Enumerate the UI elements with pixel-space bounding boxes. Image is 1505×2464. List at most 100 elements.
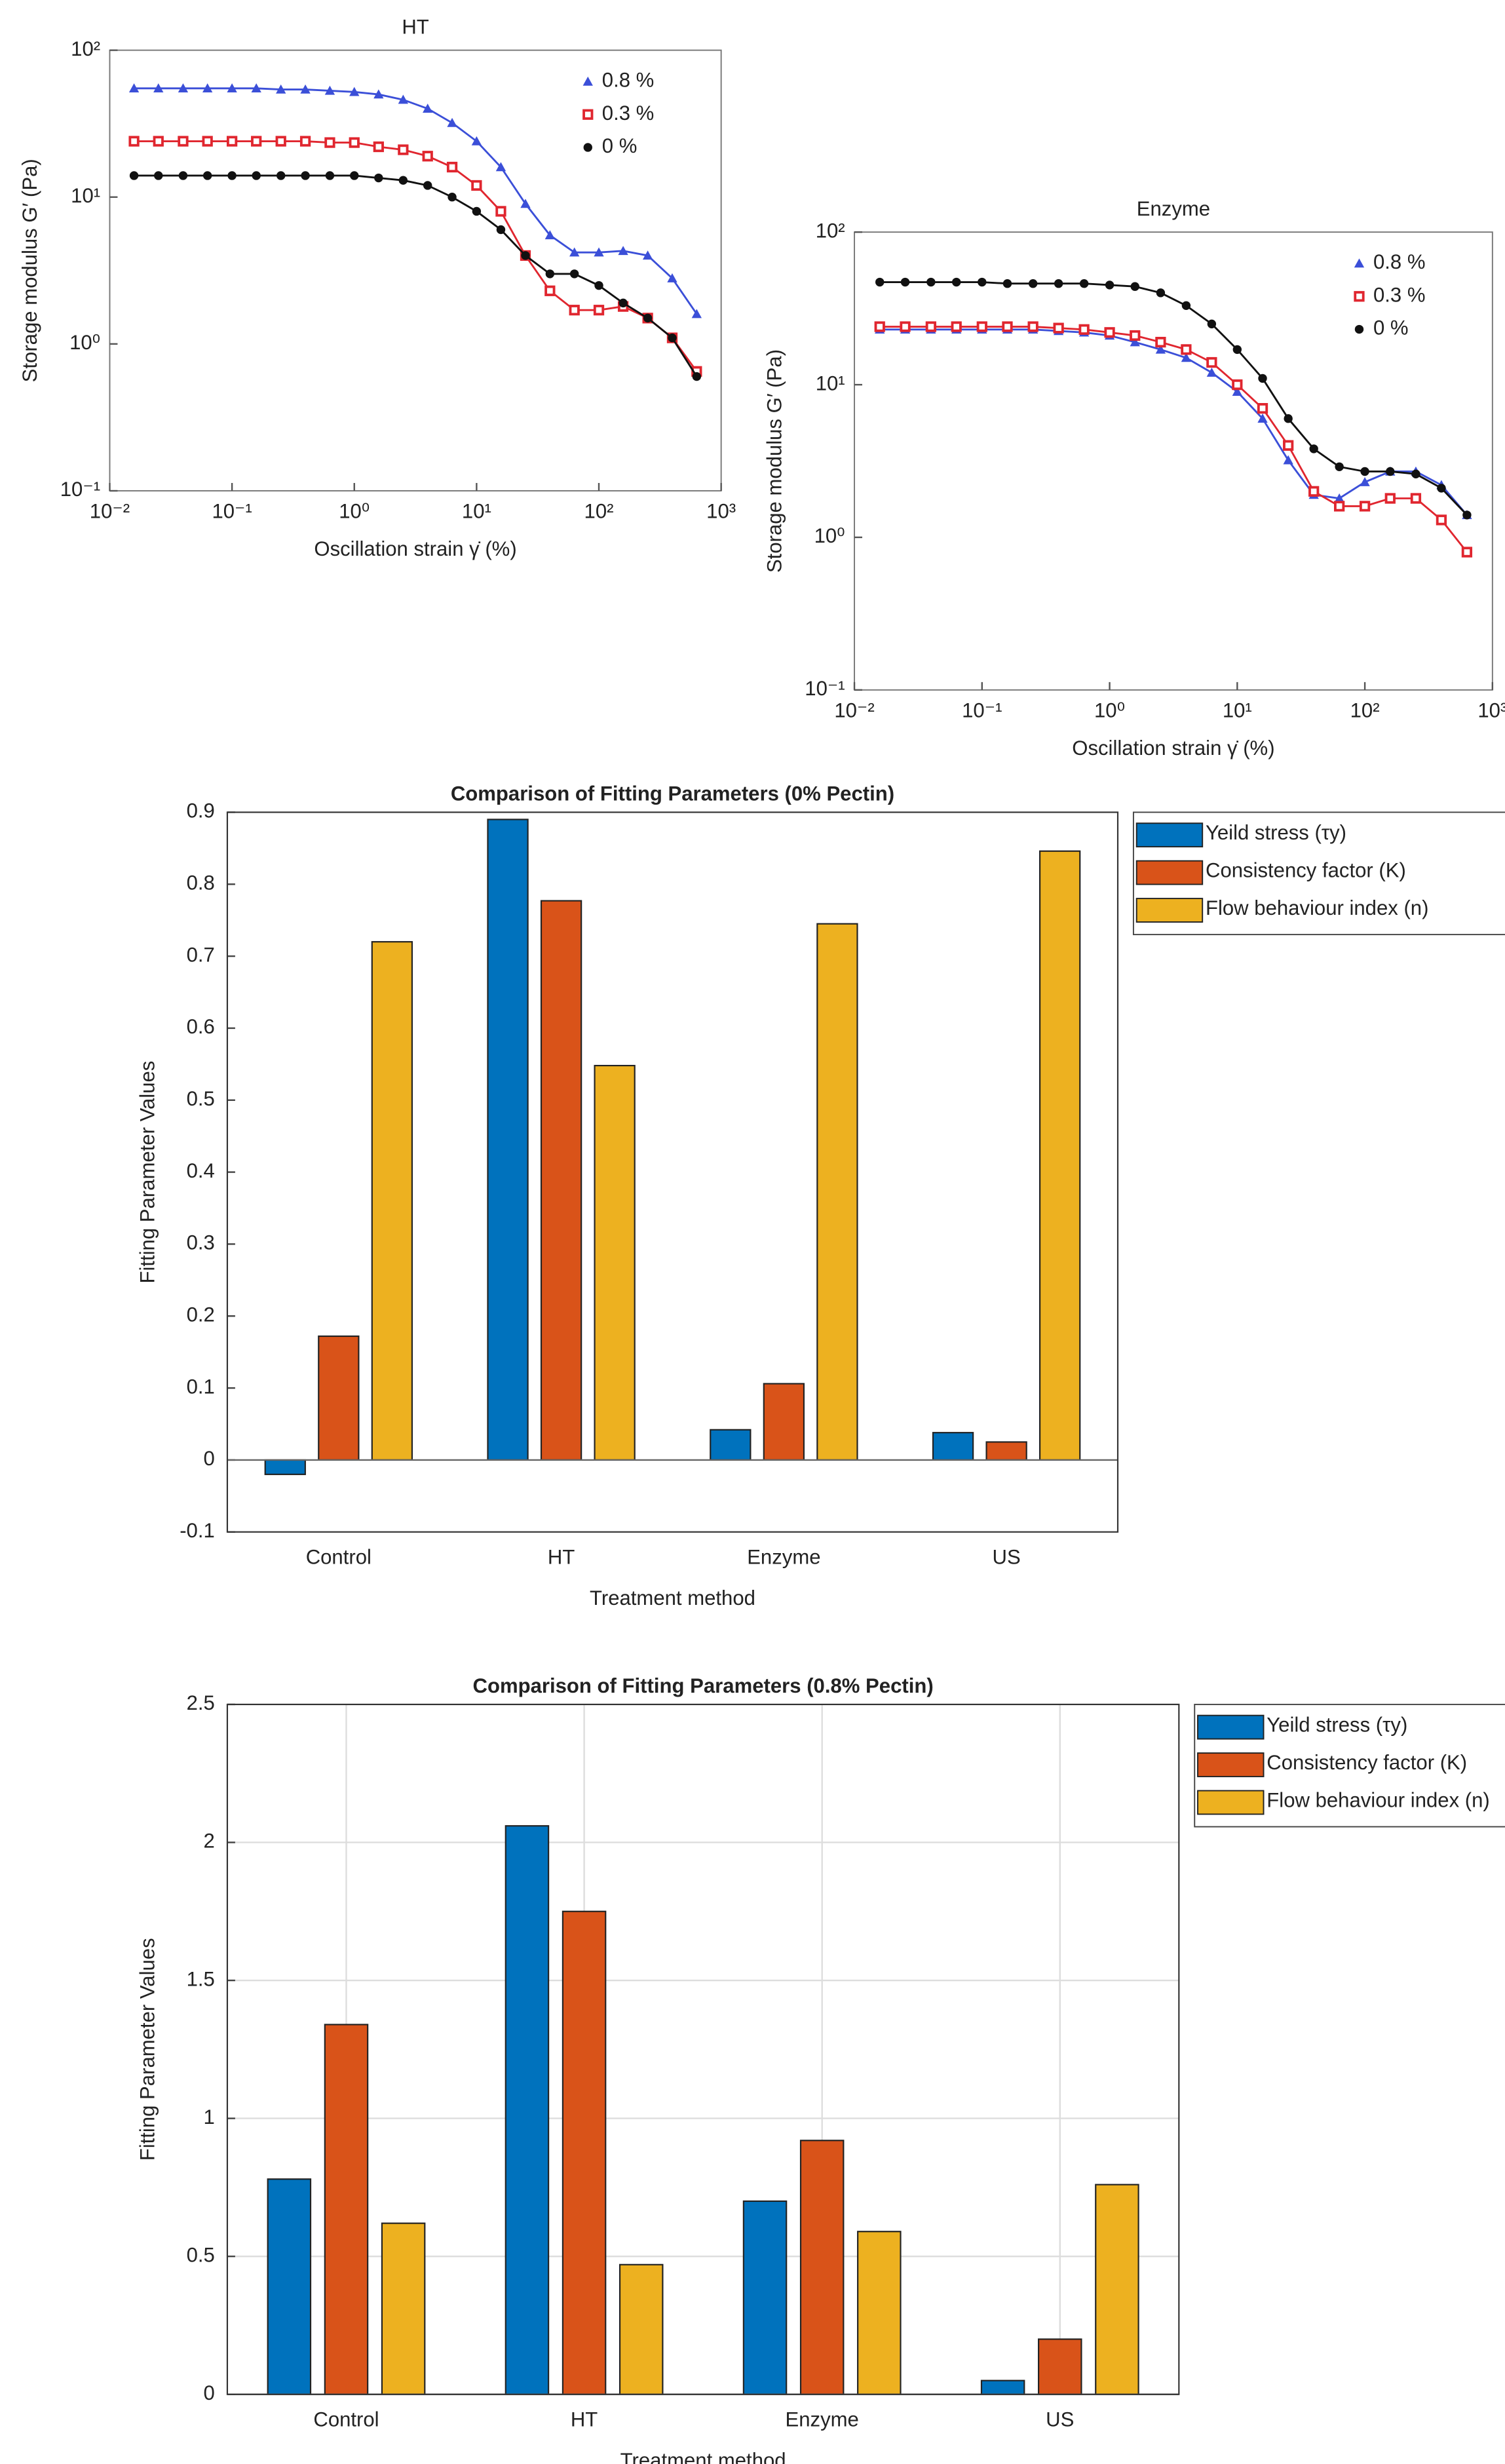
marker (202, 171, 212, 180)
marker (875, 277, 885, 287)
marker (1232, 379, 1243, 391)
x-tick-label: Enzyme (747, 1546, 820, 1569)
marker (252, 171, 261, 180)
marker (951, 321, 962, 332)
marker (692, 372, 702, 381)
legend-swatch (1135, 860, 1204, 885)
marker (374, 173, 383, 183)
x-tick-label: Enzyme (786, 2408, 859, 2431)
marker (300, 84, 311, 94)
marker (1054, 279, 1063, 288)
legend-label: Consistency factor (K) (1267, 1751, 1467, 1774)
marker (1334, 493, 1344, 503)
marker (153, 136, 164, 147)
marker (178, 136, 189, 147)
marker (324, 85, 335, 95)
marker (667, 273, 677, 282)
marker (349, 137, 360, 148)
marker (926, 277, 936, 287)
marker (569, 305, 580, 316)
marker (691, 309, 702, 318)
legend-box (1132, 811, 1505, 936)
y-tick-label: 10⁻¹ (60, 478, 100, 501)
y-tick-label: 0.1 (187, 1375, 215, 1398)
chart-title: Enzyme (1137, 197, 1210, 220)
marker (398, 94, 409, 104)
legend-label: 0.3 % (1373, 283, 1426, 306)
marker (373, 141, 384, 153)
marker (521, 251, 530, 260)
y-tick-label: 10⁰ (814, 524, 845, 547)
bar (1095, 2184, 1139, 2395)
marker (202, 136, 213, 147)
x-tick-label: US (1046, 2408, 1074, 2431)
series-line (134, 87, 698, 315)
marker (976, 321, 987, 332)
y-tick-label: 0.5 (187, 1087, 215, 1110)
marker (1410, 493, 1422, 504)
y-axis-label: Storage modulus G′ (Pa) (18, 159, 41, 382)
marker (447, 117, 457, 127)
bar (324, 2024, 369, 2395)
marker (299, 136, 311, 147)
marker (276, 84, 286, 94)
legend-marker (582, 76, 593, 86)
marker (472, 206, 482, 216)
y-tick-label: 0.8 (187, 872, 215, 895)
marker (1309, 444, 1318, 453)
marker (1283, 440, 1294, 451)
marker (1181, 301, 1191, 311)
chart-title: Comparison of Fitting Parameters (0% Pec… (451, 782, 894, 805)
legend-swatch (1197, 1714, 1265, 1740)
x-axis-label: Oscillation strain γ̇ (%) (314, 537, 516, 560)
legend-label: 0.8 % (602, 69, 655, 92)
y-tick-label: 0 (204, 1447, 215, 1470)
legend-marker (582, 109, 594, 120)
y-tick-label: 0.3 (187, 1231, 215, 1254)
marker (301, 171, 310, 180)
legend-label: Yeild stress (τy) (1206, 821, 1346, 844)
marker (1284, 414, 1293, 423)
x-tick-label: Control (306, 1546, 371, 1569)
y-tick-label: 2 (204, 1830, 215, 1853)
y-tick-label: 1.5 (187, 1967, 215, 1990)
marker (178, 83, 189, 93)
marker (643, 313, 653, 323)
marker (1257, 403, 1268, 414)
marker (1232, 345, 1242, 355)
x-axis-label: Treatment method (590, 1587, 755, 1609)
marker (154, 171, 163, 180)
x-tick-label: HT (548, 1546, 575, 1569)
marker (642, 250, 653, 260)
marker (1079, 279, 1089, 288)
y-tick-label: 10¹ (71, 184, 100, 207)
marker (1028, 279, 1038, 288)
legend-label: Flow behaviour index (n) (1267, 1788, 1489, 1811)
marker (520, 199, 531, 208)
marker (276, 171, 286, 180)
marker (1360, 467, 1369, 476)
marker (1181, 353, 1192, 362)
marker (227, 83, 237, 93)
marker (1206, 367, 1217, 377)
y-tick-label: 0.7 (187, 943, 215, 966)
marker (471, 180, 482, 191)
marker (1053, 322, 1064, 334)
bar (540, 900, 582, 1461)
marker (1283, 455, 1293, 465)
y-tick-label: 10² (71, 37, 100, 60)
bar (381, 2222, 426, 2395)
x-tick-label: 10² (1350, 699, 1380, 722)
marker (1335, 462, 1344, 471)
marker (545, 269, 555, 279)
plot-frame (109, 49, 722, 491)
y-tick-label: -0.1 (180, 1519, 215, 1542)
marker (202, 83, 213, 93)
marker (423, 181, 432, 190)
marker (1078, 324, 1090, 335)
bar (710, 1429, 752, 1461)
x-tick-label: 10⁰ (1094, 699, 1125, 722)
legend-label: 0 % (602, 134, 638, 157)
legend-label: 0 % (1373, 317, 1409, 339)
